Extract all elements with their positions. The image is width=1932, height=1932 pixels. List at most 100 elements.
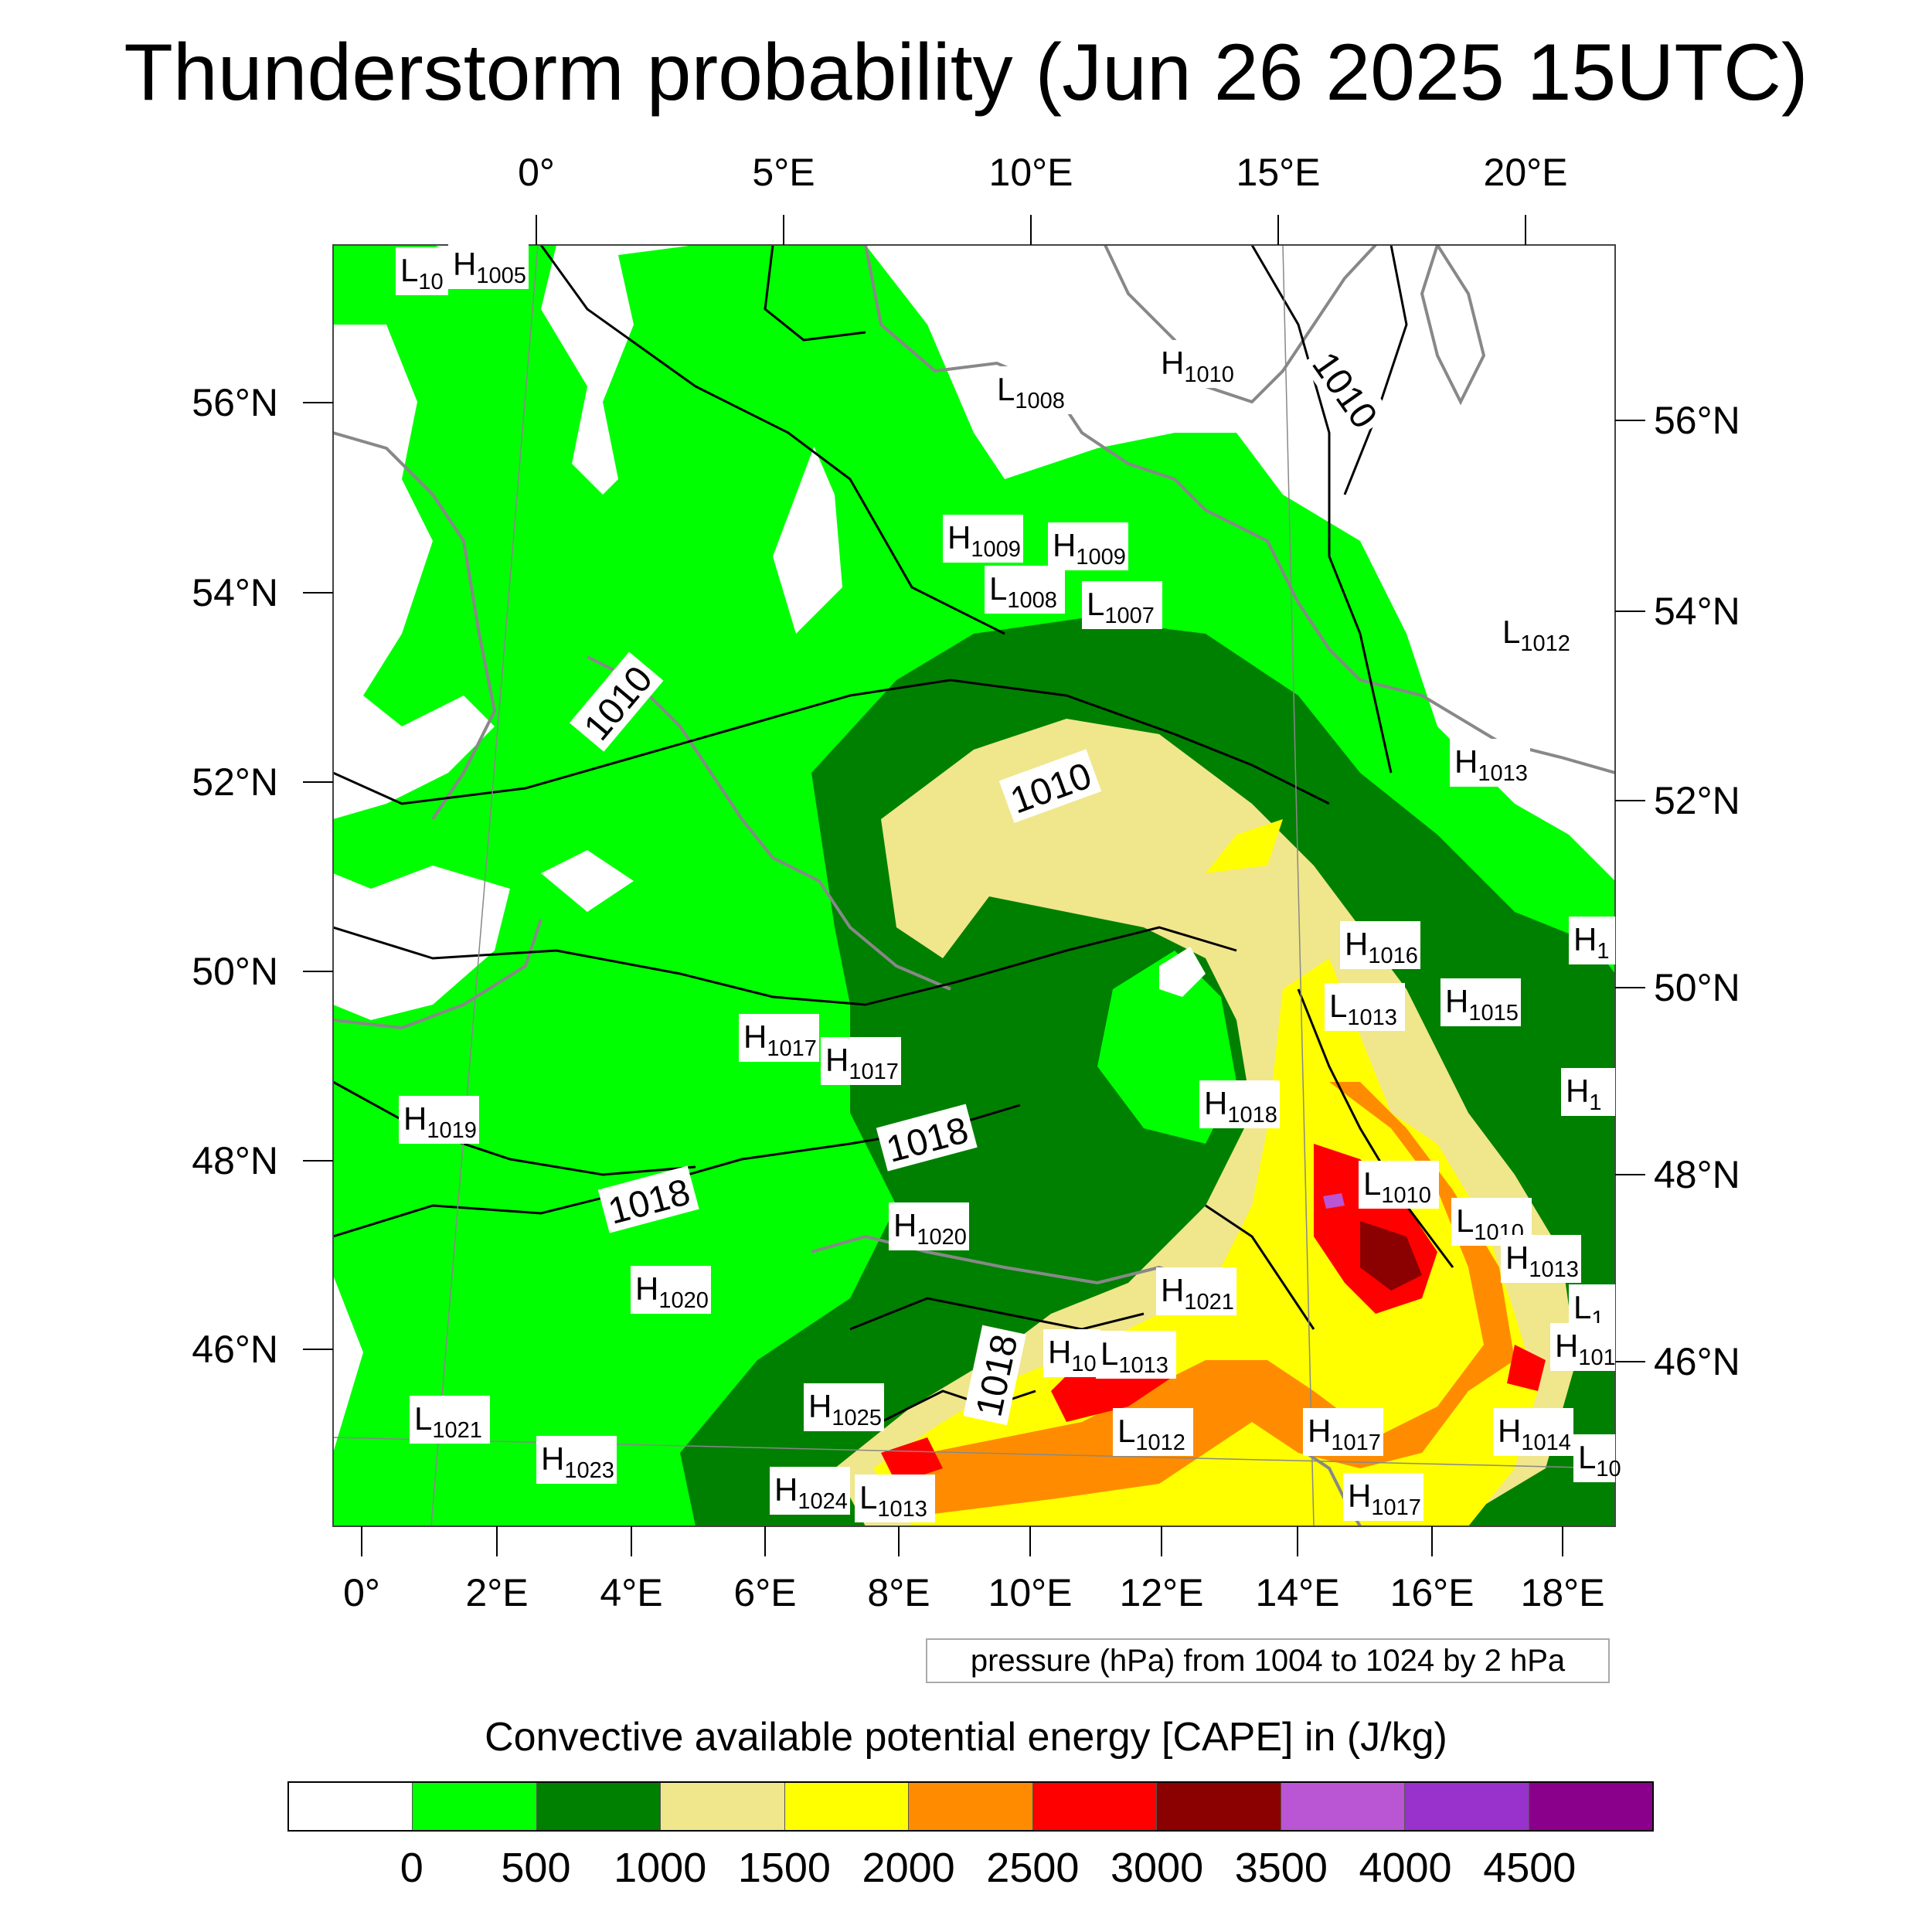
colorbar [287,1781,1654,1832]
pressure-center-value: 1 [1589,1090,1601,1115]
colorbar-label: 1000 [614,1845,707,1891]
pressure-center-type: H [541,1440,564,1477]
svg-text:L1012: L1012 [1502,614,1570,656]
pressure-center-value: 1017 [767,1036,817,1061]
pressure-center-type: H [947,519,971,556]
svg-text:H1014: H1014 [1498,1413,1571,1455]
bottom-lon-label: 10°E [988,1571,1073,1614]
pressure-center-type: H [1566,1073,1589,1109]
bottom-lon-label: 8°E [867,1571,930,1614]
pressure-center-type: L [1578,1439,1596,1475]
svg-text:H1: H1 [1566,1073,1601,1115]
colorbar-label: 2000 [862,1845,955,1891]
colorbar-swatch [661,1783,785,1830]
bottom-lon-label: 4°E [600,1571,662,1614]
pressure-center-type: H [893,1207,917,1243]
colorbar-swatch [536,1783,662,1830]
left-lat-label: 52°N [192,760,278,804]
svg-text:H1013: H1013 [1505,1240,1579,1282]
pressure-center-value: 1009 [1076,545,1126,570]
pressure-center-value: 1012 [1135,1430,1185,1455]
pressure-center-value: 1008 [1015,389,1065,413]
pressure-center-value: 1021 [432,1418,482,1443]
pressure-center-value: 1017 [1331,1430,1381,1455]
pressure-center-value: 1016 [1368,944,1418,968]
pressure-center-value: 1012 [1520,631,1570,656]
cape-region-2000-2500 [881,1082,1515,1515]
colorbar-swatch [909,1783,1033,1830]
svg-text:L1008: L1008 [997,371,1065,413]
pressure-center-type: H [1454,743,1478,780]
svg-text:H1025: H1025 [808,1388,882,1430]
bottom-lon-label: 14°E [1256,1571,1340,1614]
svg-text:H1021: H1021 [1161,1272,1234,1315]
pressure-center-type: H [1555,1328,1578,1364]
colorbar-swatch [1405,1783,1529,1830]
svg-text:H1023: H1023 [541,1440,614,1483]
bottom-lon-label: 0° [343,1571,380,1614]
colorbar-title: Convective available potential energy [C… [485,1715,1447,1760]
pressure-center-type: L [1100,1335,1118,1372]
svg-text:H1020: H1020 [635,1270,709,1313]
pressure-center-value: 1009 [971,537,1021,562]
pressure-center-value: 1 [1597,939,1609,964]
svg-text:H1017: H1017 [825,1042,899,1084]
svg-text:L1008: L1008 [989,570,1057,613]
map-title: Thunderstorm probability (Jun 26 2025 15… [124,28,1808,117]
svg-text:L10: L10 [1578,1439,1621,1481]
pressure-center-type: L [1329,988,1347,1024]
colorbar-label: 1500 [737,1845,831,1891]
top-lon-labels: 0° 5°E 10°E 15°E 20°E [518,151,1567,194]
pressure-center-value: 1005 [476,264,526,288]
svg-text:H10: H10 [1048,1334,1097,1376]
svg-text:H1019: H1019 [403,1100,477,1143]
pressure-center-value: 10 [1596,1457,1621,1481]
pressure-center-value: 1014 [1521,1430,1571,1455]
colorbar-swatch [1157,1783,1281,1830]
bottom-lon-label: 2°E [465,1571,528,1614]
colorbar-labels: 0 500 1000 1500 2000 2500 3000 3500 4000 4500 [0,1842,1932,1896]
svg-text:H1009: H1009 [1053,527,1126,570]
svg-text:H1013: H1013 [1454,743,1528,786]
pressure-center-type: L [1363,1165,1381,1202]
pressure-center-value: 1010 [1184,362,1234,387]
pressure-center-type: L [1087,586,1104,622]
left-lat-label: 46°N [192,1328,278,1371]
right-lat-label: 48°N [1654,1153,1740,1196]
pressure-center-value: 1013 [877,1497,927,1522]
pressure-center-type: L [1456,1202,1474,1239]
pressure-center-type: H [1204,1085,1227,1121]
pressure-center-type: H [1048,1334,1071,1370]
pressure-center-labels: L10 H1005 H1010 L1008 H1009 H1009 L1008 … [396,241,1621,1522]
right-lat-label: 52°N [1654,779,1740,822]
pressure-center-value: 10 [418,270,443,294]
top-lon-label: 10°E [989,151,1073,194]
top-lon-label: 5°E [752,151,815,194]
top-lon-label: 15°E [1236,151,1321,194]
pressure-center-value: 1020 [917,1225,967,1250]
pressure-center-value: 1020 [658,1288,709,1313]
pressure-center-type: H [635,1270,658,1307]
cape-white-gap-1 [541,850,634,912]
svg-text:L1012: L1012 [1117,1413,1185,1455]
right-lat-label: 54°N [1654,590,1740,633]
pressure-center-type: H [1345,926,1368,962]
pressure-center-type: H [1161,1272,1184,1308]
pressure-center-value: 101 [1578,1345,1615,1370]
pressure-center-value: 1023 [564,1458,614,1483]
cape-region-3500-4000 [1323,1193,1345,1209]
colorbar-label: 3500 [1234,1845,1328,1891]
pressure-center-type: H [1348,1478,1371,1514]
svg-text:H1017: H1017 [743,1019,817,1061]
bottom-lon-label: 12°E [1120,1571,1204,1614]
svg-text:L1021: L1021 [414,1400,482,1443]
left-lat-labels: 56°N 54°N 52°N 50°N 48°N 46°N [192,381,278,1371]
colorbar-label: 2500 [986,1845,1080,1891]
svg-text:H1016: H1016 [1345,926,1418,968]
svg-text:H1015: H1015 [1445,983,1519,1026]
colorbar-swatch [1281,1783,1406,1830]
pressure-center-type: H [774,1471,798,1508]
svg-text:L1013: L1013 [1329,988,1397,1030]
left-lat-label: 50°N [192,950,278,993]
bottom-lon-label: 6°E [733,1571,796,1614]
